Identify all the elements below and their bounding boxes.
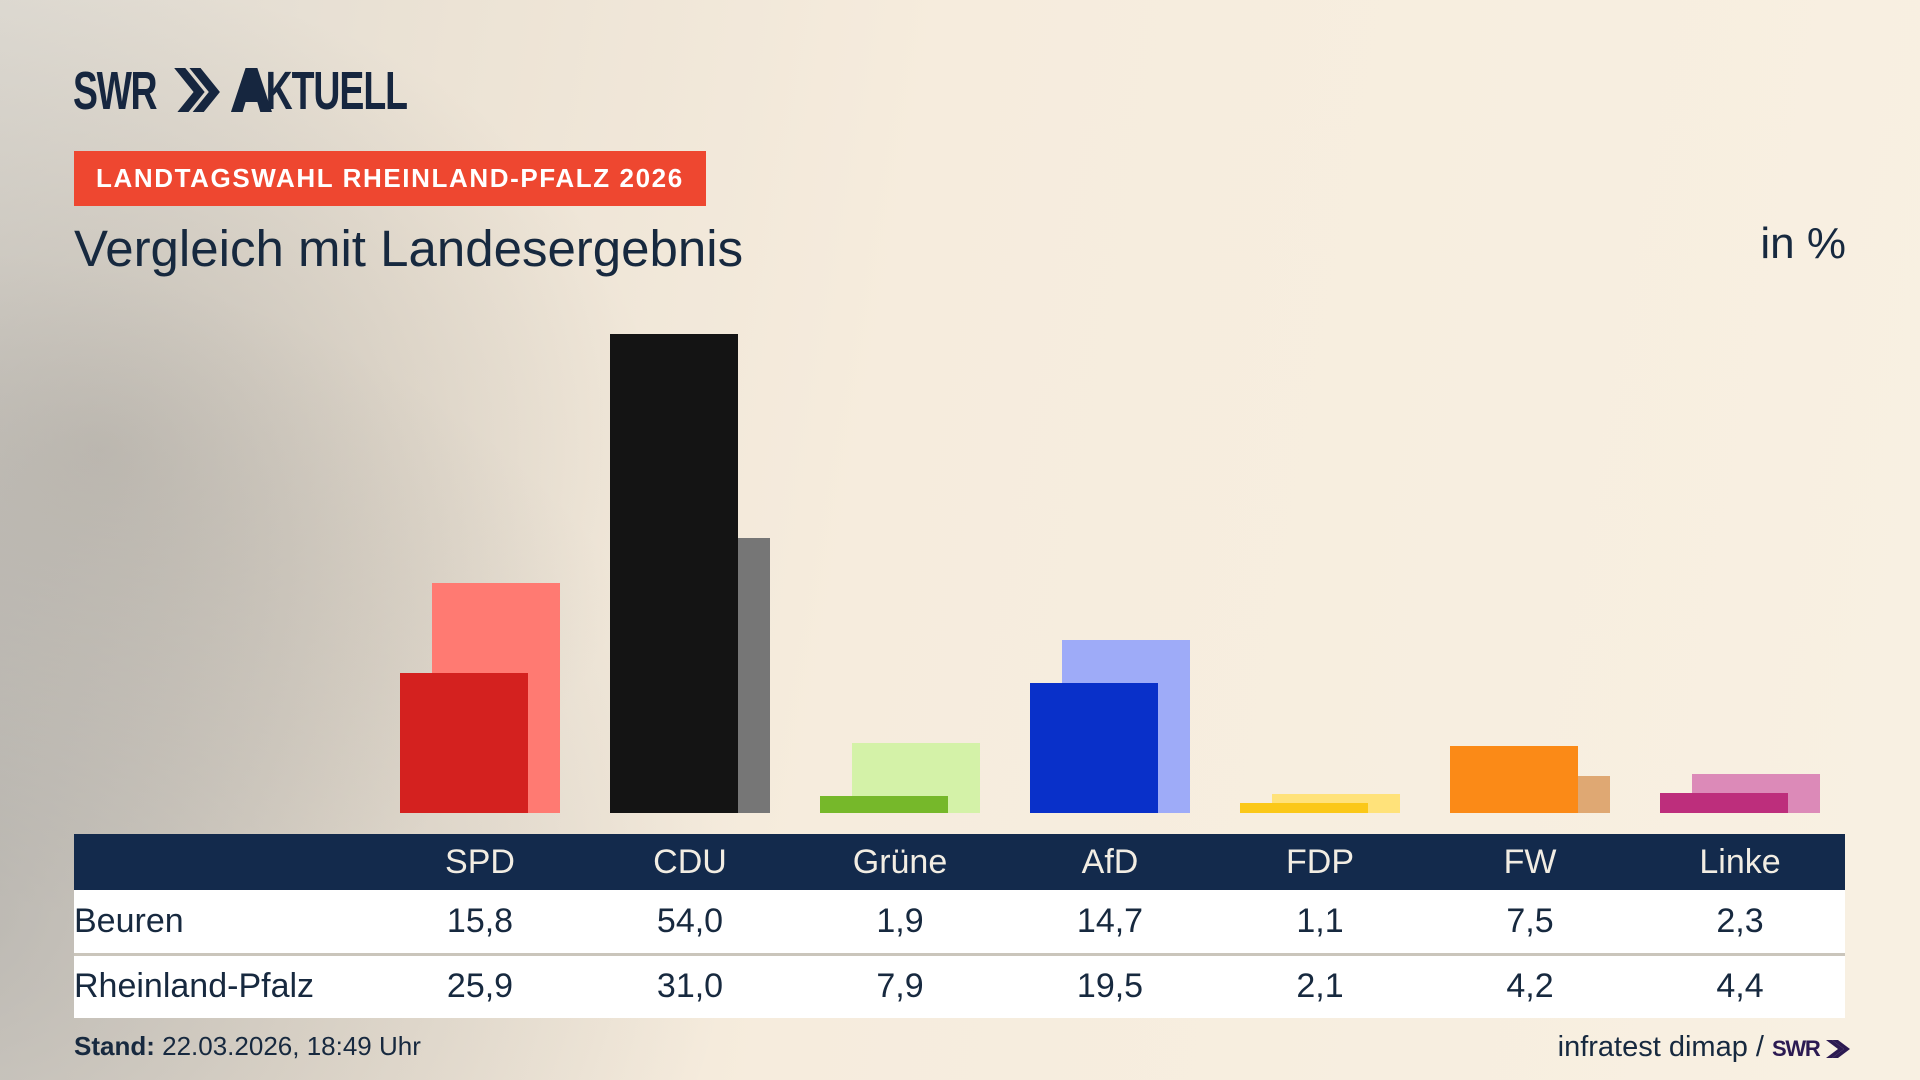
svg-text:SWR: SWR [1772,1037,1821,1061]
